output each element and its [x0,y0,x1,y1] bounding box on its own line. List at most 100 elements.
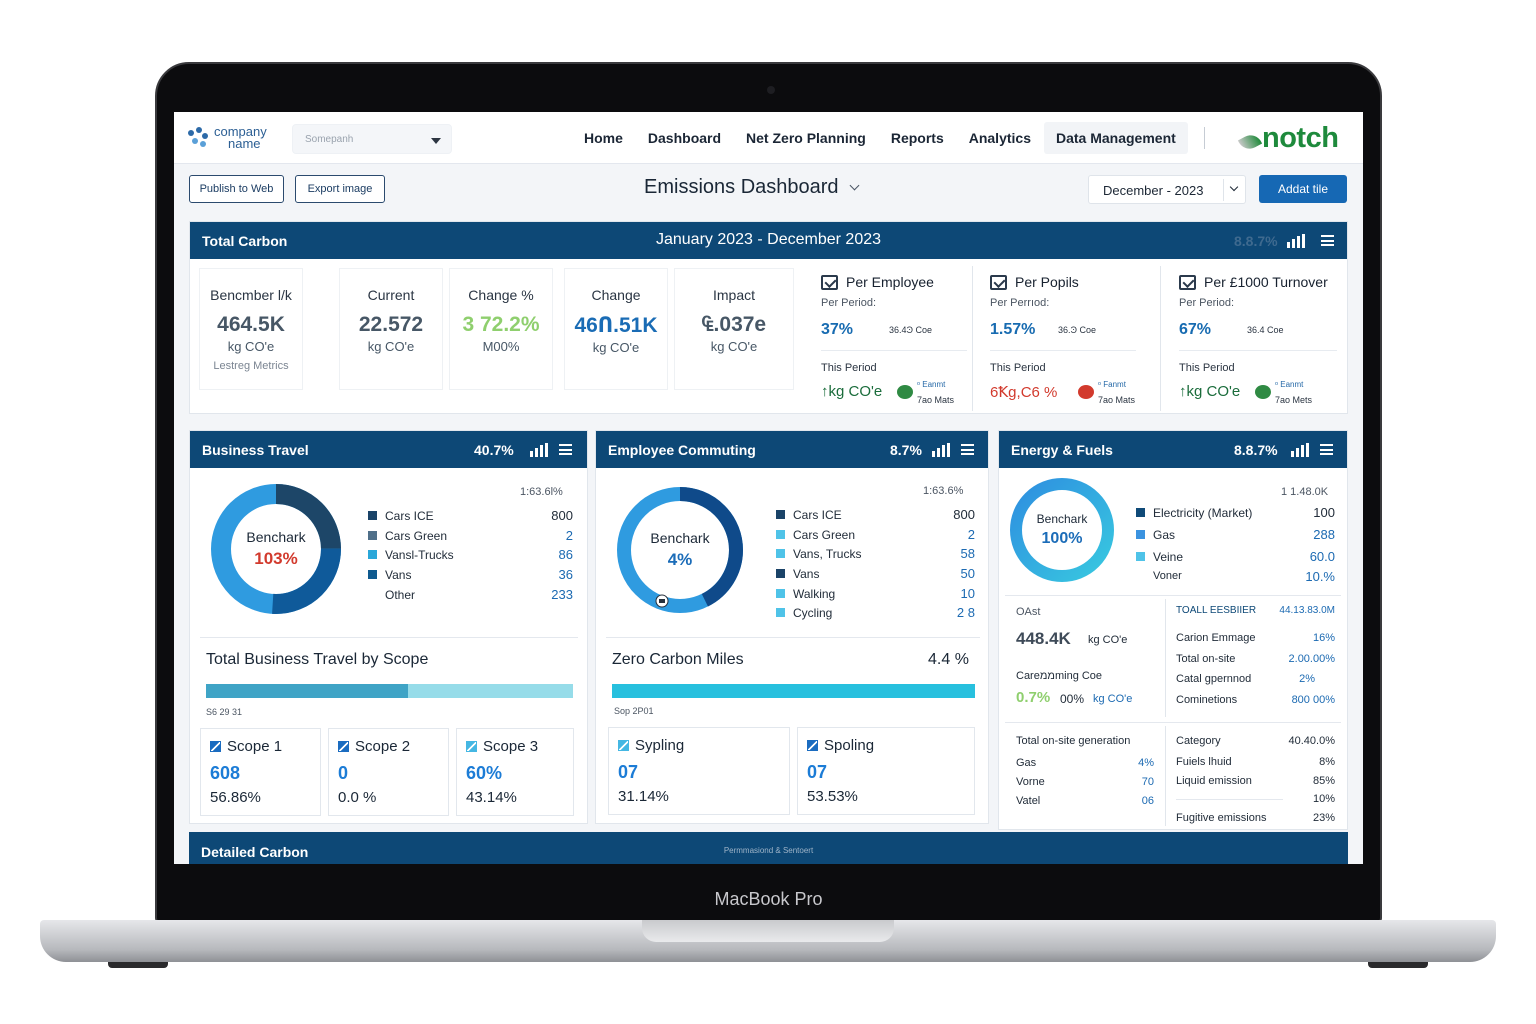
business-travel-pct: 40.7% [474,442,514,458]
energy-fuels-pct: 8.8.7% [1234,442,1278,458]
publish-to-web-button[interactable]: Publish to Web [189,175,284,203]
commute-card-1[interactable]: Sypling 07 31.14% [608,727,790,815]
ef-bottom-right-head: Category [1176,735,1221,747]
legend-item: Cars ICE 800 [368,507,573,527]
bar-chart-icon[interactable] [932,443,950,457]
top-navbar: company name Somepanh Home Dashboard Net… [174,112,1363,164]
section-title: Zero Carbon Miles [612,651,744,668]
legend-item: Vans 36 [368,566,573,586]
notch-logo[interactable]: notch [1237,122,1339,155]
donut-chart [211,484,341,614]
menu-icon[interactable] [961,444,974,455]
legend-total: 1:63.6% [923,485,964,497]
ef-br-value: 85% [1312,775,1335,787]
checkbox-icon[interactable] [990,274,1007,290]
ratio-this-period: This Period [1179,362,1235,374]
nav-analytics[interactable]: Analytics [968,130,1031,146]
legend-total: 1:63.6l% [520,486,563,498]
oast-value: 448.4K [1016,629,1071,648]
nav-data-management[interactable]: Data Management [1043,122,1188,154]
business-travel-legend: Cars ICE 800 Cars Green 2 Vansl-Trucks 86 V… [368,507,573,605]
period-select[interactable]: December - 2023 [1088,175,1246,204]
screen: company name Somepanh Home Dashboard Net… [174,112,1363,864]
ratio-card-per-pupils: Per Popils Per Perrıod: 1.57% 36.Ͽ Coe T… [974,262,1142,414]
metric-card-current: Current 22.572 kg CO'e [339,268,443,390]
leaf-badge-icon [1255,385,1271,399]
ratio-small: 36.4 Coe [1247,325,1284,335]
care-unit: kg CO'e [1093,693,1133,705]
scope-value: 608 [210,763,241,783]
scope-card-3[interactable]: Scope 3 60% 43.14% [456,728,574,816]
ratio-tiny-label: ᵒ Eanmt [1275,380,1304,389]
menu-icon[interactable] [559,444,572,455]
legend-item: Cycling 2 8 [776,604,975,624]
progress-fill [612,684,975,698]
scope-card-2[interactable]: Scope 2 0 0.0 % [328,728,449,816]
employee-commuting-pct: 8.7% [890,442,922,458]
chevron-down-icon [1229,182,1239,192]
nav-home[interactable]: Home [584,130,623,146]
ratio-tiny-value: 7ao Mats [1098,395,1136,405]
ef-bottom-left-head: Total on-site generation [1016,735,1131,747]
ef-right-label: TOALL EESBIIER [1176,605,1257,616]
scope-name: Sypling [635,737,685,754]
menu-icon[interactable] [1320,444,1333,455]
legend-item: Cars Green 2 [776,526,975,546]
legend-item: Other 233 [385,586,573,602]
ratio-title: Per Employee [846,274,934,290]
metric-unit: kg CO'e [710,339,758,354]
oast-unit: kg CO'e [1088,634,1128,646]
ratio-tiny-value: 7ao Mets [1275,395,1313,405]
ratio-title: Per £1000 Turnover [1204,274,1328,290]
legend-item: Cars ICE 800 [776,506,975,526]
checkbox-icon[interactable] [821,274,838,290]
nav-net-zero-planning[interactable]: Net Zero Planning [746,130,866,146]
bar-chart-icon[interactable] [1287,234,1305,248]
ef-bl-label: Vorne [1016,776,1045,788]
company-select-placeholder: Somepanh [305,134,354,145]
scope-card-1[interactable]: Scope 1 608 56.86% [200,728,321,816]
company-name-line2: name [228,136,261,151]
axis-label: S6 29 31 [206,707,243,717]
metric-label: Current [367,287,415,303]
ef-right-label: Cominetions [1176,694,1238,706]
nav-reports[interactable]: Reports [890,130,944,146]
metric-label: Change % [468,287,534,303]
laptop-foot-left [108,962,168,968]
checkbox-icon[interactable] [1179,274,1196,290]
nav-dashboard[interactable]: Dashboard [647,130,722,146]
ef-right-value: 2.00.00% [1288,653,1335,665]
add-tile-button[interactable]: Addat tile [1259,175,1347,203]
ef-br-value: 23% [1312,812,1335,824]
ef-bl-label: Gas [1016,757,1037,769]
scope-name: Scope 2 [355,738,411,755]
page-title[interactable]: Emissions Dashboard [644,176,859,199]
menu-icon[interactable] [1321,235,1334,246]
period-select-value: December - 2023 [1103,183,1204,198]
legend-item: Vansl-Trucks 86 [368,546,573,566]
commute-card-2[interactable]: Spoling 07 53.53% [797,727,975,815]
metric-sub: Lestreg Metrics [213,360,289,372]
employee-commuting-legend: Cars ICE 800 Cars Green 2 Vans, Trucks 58 V… [776,506,975,624]
legend-item: Vans, Trucks 58 [776,545,975,565]
legend-item: Veine 60.0 [1136,548,1335,568]
detailed-carbon-title: Detailed Carbon [201,844,309,860]
scope-icon [466,741,477,752]
export-image-button[interactable]: Export image [295,175,385,203]
ratio-co2: 6Ꝁg,C6 % [990,384,1058,401]
ef-br-label: Fugitive emissions [1176,812,1267,824]
donut-value: 100% [1041,530,1083,547]
ef-bl-value: 70 [1141,776,1154,788]
scope-pct: 31.14% [618,788,669,805]
caret-down-icon [431,138,441,144]
legend-item: Walking 10 [776,585,975,605]
nav-links: Home Dashboard Net Zero Planning Reports… [584,112,1217,164]
company-logo[interactable]: company name [188,125,267,151]
company-select[interactable]: Somepanh [292,124,452,154]
scope-pct: 0.0 % [338,789,377,806]
oast-label: OAst [1016,606,1041,618]
bar-chart-icon[interactable] [1291,443,1309,457]
metric-card-change: Change 46Ո.51K kg CO'e [564,268,668,390]
bar-chart-icon[interactable] [530,443,548,457]
metric-unit: kg CO'e [592,340,640,355]
